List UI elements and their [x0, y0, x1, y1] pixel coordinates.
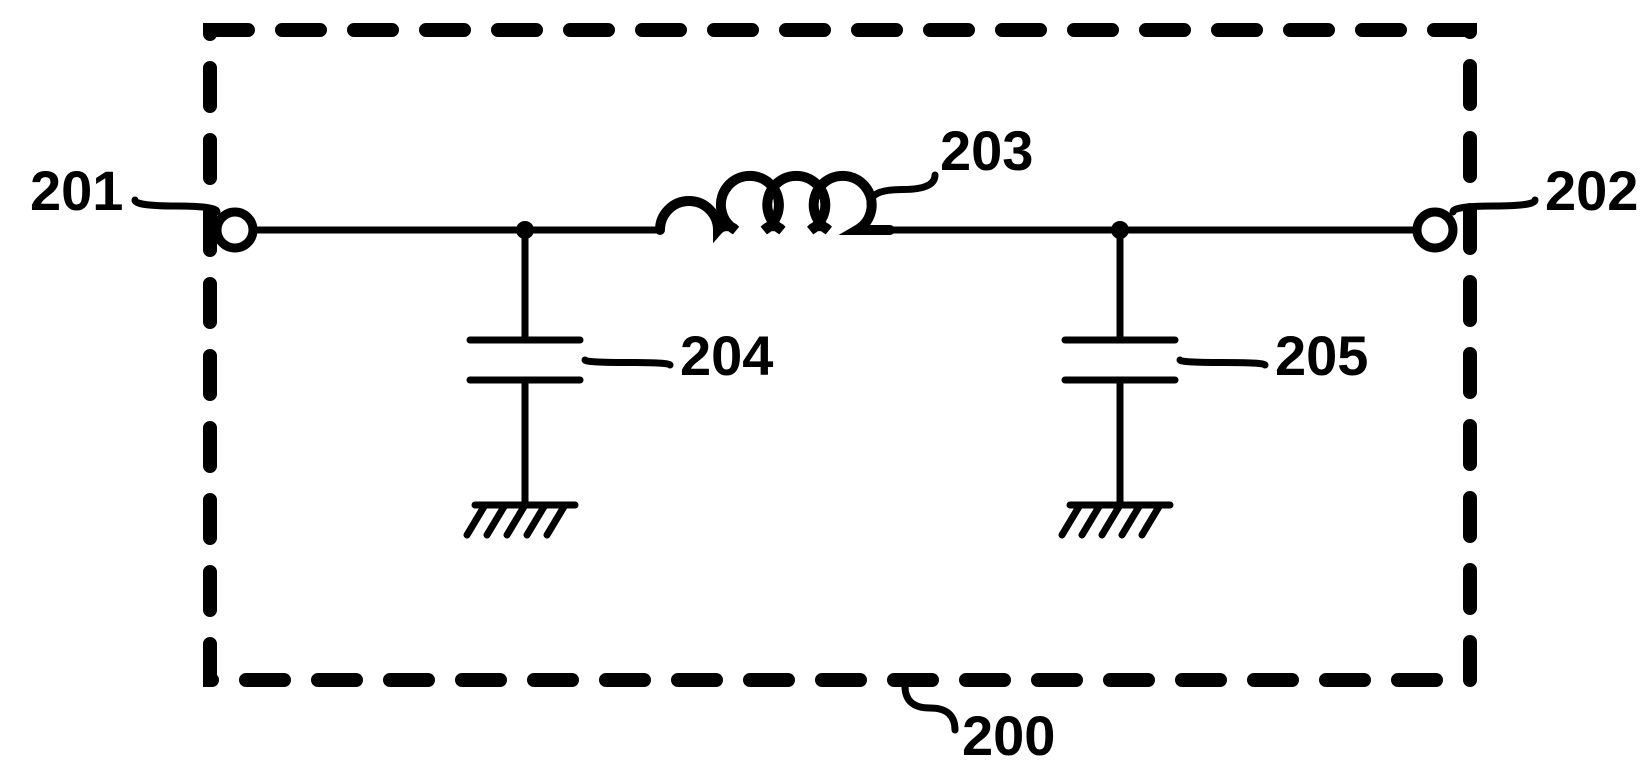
ground-hatch-204 [487, 505, 505, 535]
inductor-203 [660, 176, 890, 230]
ground-hatch-205 [1142, 505, 1160, 535]
leader-204 [585, 360, 670, 365]
label-port_right: 202 [1545, 159, 1638, 222]
ground-hatch-205 [1122, 505, 1140, 535]
port-201 [217, 212, 253, 248]
label-inductor: 203 [940, 119, 1033, 182]
leader-205 [1180, 360, 1265, 365]
ground-hatch-205 [1082, 505, 1100, 535]
ground-hatch-204 [507, 505, 525, 535]
ground-hatch-204 [547, 505, 565, 535]
label-cap_right: 205 [1275, 324, 1368, 387]
label-port_left: 201 [30, 159, 123, 222]
port-202 [1417, 212, 1453, 248]
ground-hatch-204 [527, 505, 545, 535]
label-cap_left: 204 [680, 324, 773, 387]
ground-hatch-204 [467, 505, 485, 535]
ground-hatch-205 [1062, 505, 1080, 535]
leader-203 [870, 175, 935, 204]
label-box: 200 [962, 704, 1055, 767]
leader-200 [905, 686, 955, 730]
ground-hatch-205 [1102, 505, 1120, 535]
leader-202 [1453, 200, 1535, 212]
leader-201 [135, 200, 217, 212]
